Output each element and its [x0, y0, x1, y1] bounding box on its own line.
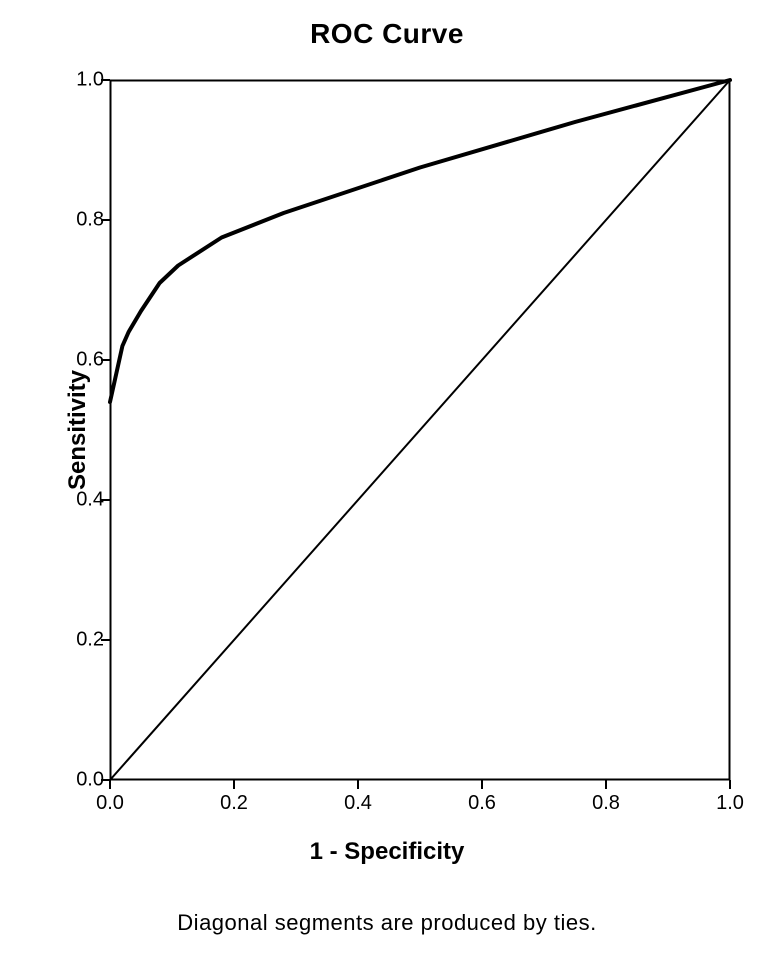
x-tick-label: 1.0 [716, 792, 744, 815]
y-tick-label: 0.8 [44, 209, 104, 232]
chart-page: ROC Curve Sensitivity 1 - Specificity Di… [0, 0, 774, 959]
roc-plot-svg [110, 80, 730, 780]
y-tick-label: 0.6 [44, 349, 104, 372]
y-tick-label: 0.0 [44, 769, 104, 792]
x-tick-label: 0.8 [592, 792, 620, 815]
x-tick-label: 0.2 [220, 792, 248, 815]
y-axis-label: Sensitivity [64, 370, 92, 490]
y-tick-label: 0.2 [44, 629, 104, 652]
x-tick-label: 0.4 [344, 792, 372, 815]
x-tick-label: 0.6 [468, 792, 496, 815]
y-tick-label: 1.0 [44, 69, 104, 92]
x-tick-label: 0.0 [96, 792, 124, 815]
y-tick-label: 0.4 [44, 489, 104, 512]
x-axis-label: 1 - Specificity [0, 838, 774, 866]
plot-area [110, 80, 730, 780]
chart-title: ROC Curve [0, 18, 774, 50]
chart-footnote: Diagonal segments are produced by ties. [0, 910, 774, 936]
